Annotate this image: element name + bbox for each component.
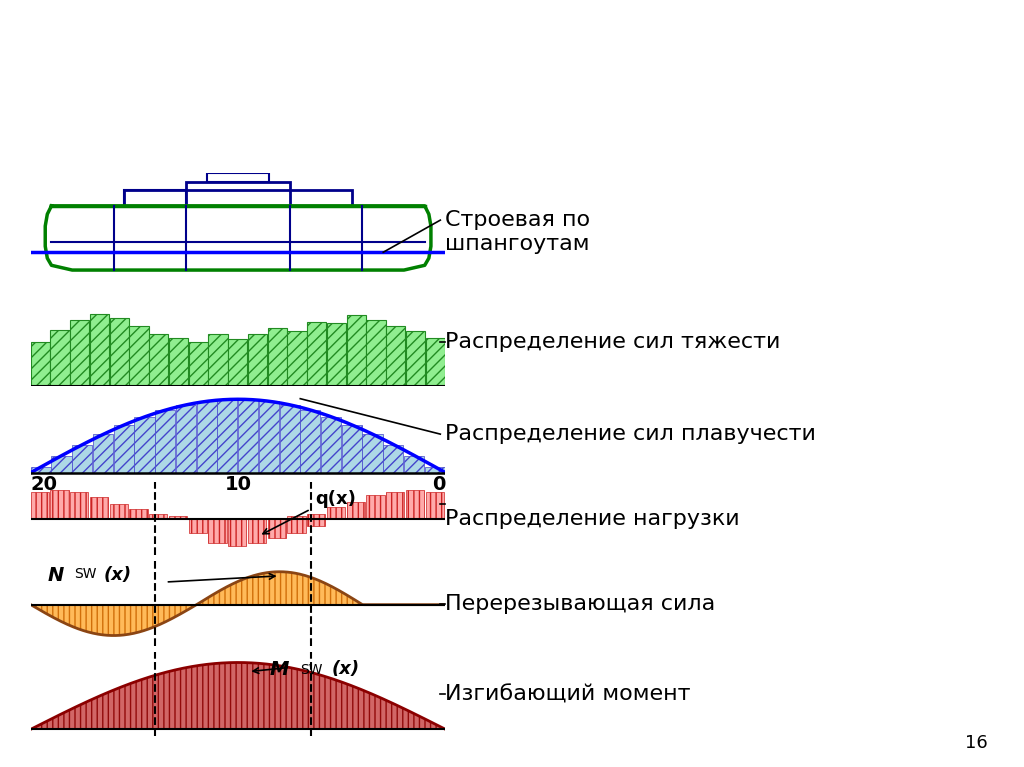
Bar [209,518,226,543]
Bar [386,492,404,518]
Bar [362,434,383,472]
Bar [228,339,248,386]
Bar [51,456,72,472]
Bar [31,492,49,518]
Bar [134,416,155,472]
Text: q(x): q(x) [314,490,355,509]
Text: SW: SW [300,663,323,677]
Bar [307,321,327,386]
Text: Строевая по
шпангоутам: Строевая по шпангоутам [445,210,591,254]
Bar [248,518,266,543]
Bar [406,331,425,386]
Bar [426,492,443,518]
Bar [288,518,305,534]
Text: Распределение сил тяжести: Распределение сил тяжести [445,331,781,352]
Bar [129,509,147,518]
Bar [217,400,238,472]
Text: 20: 20 [31,475,57,494]
Bar [176,405,196,472]
Bar [114,425,134,472]
Text: 0: 0 [432,475,445,494]
Bar [367,320,386,386]
Bar [156,410,175,472]
Bar [197,401,217,472]
Bar [72,445,92,472]
Bar [188,518,207,534]
Bar [228,518,247,545]
Text: Перерезывающая сила: Перерезывающая сила [445,594,716,614]
Text: Распределение нагрузки: Распределение нагрузки [445,509,740,529]
Text: 10: 10 [224,475,252,494]
Bar [110,318,129,386]
Bar [239,400,258,472]
Bar [267,328,287,386]
Bar [248,334,267,386]
Bar [209,334,227,386]
Text: Изгибающий момент: Изгибающий момент [445,684,691,704]
Bar [426,337,444,386]
Bar [367,495,385,518]
Bar [110,505,128,518]
Bar [347,315,366,386]
Bar [71,320,89,386]
Bar [342,425,361,472]
Bar [90,497,109,518]
Bar [71,492,88,518]
Text: M: M [269,660,289,680]
Text: (x): (x) [103,565,131,584]
Bar [406,489,424,518]
Bar [31,467,51,472]
Bar [327,323,346,386]
Bar [150,334,168,386]
Text: Распределение сил плавучести: Распределение сил плавучести [445,424,816,444]
Bar [300,410,321,472]
Bar [322,416,341,472]
Bar [307,514,326,518]
Text: N: N [47,565,63,584]
Text: (x): (x) [332,660,359,678]
Bar [288,331,306,386]
Bar [90,314,110,386]
Bar [267,518,286,538]
Bar [425,467,444,472]
Bar [169,337,188,386]
Bar [327,507,345,518]
Bar [347,502,365,518]
Text: SW: SW [75,567,96,581]
Bar [404,456,424,472]
Text: 16: 16 [966,734,988,752]
Bar [93,434,113,472]
Bar [50,489,69,518]
Bar [383,445,403,472]
Bar [386,326,406,386]
Bar [280,405,300,472]
Bar [150,514,167,518]
Bar [288,516,305,518]
Bar [31,342,50,386]
Bar [188,342,208,386]
Bar [129,326,148,386]
Bar [307,518,326,526]
Bar [50,330,70,386]
Bar [169,516,187,518]
Bar [259,401,279,472]
